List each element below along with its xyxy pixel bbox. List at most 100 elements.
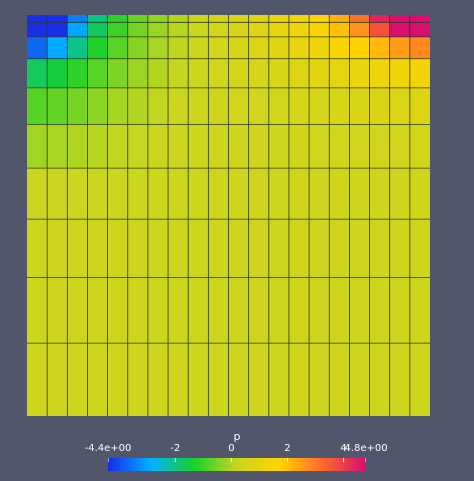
mesh-cell (127, 87, 149, 125)
mesh-cell (67, 343, 88, 416)
colorbar-segment (180, 458, 183, 471)
colorbar-segment (326, 458, 329, 471)
colorbar-segment (304, 458, 307, 471)
colorbar-segment (134, 458, 137, 471)
colorbar-segment (206, 458, 209, 471)
colorbar-segment (210, 458, 213, 471)
mesh-cell (87, 36, 108, 60)
mesh-cell (349, 168, 370, 220)
mesh-cell (87, 168, 108, 220)
mesh-cell (369, 168, 390, 220)
colorbar-segment (262, 458, 265, 471)
mesh-cell (168, 15, 189, 23)
mesh-cell (67, 87, 88, 125)
mesh-cell (147, 58, 169, 89)
mesh-cell (27, 87, 48, 125)
mesh-cell (107, 15, 129, 23)
mesh-cell (67, 219, 88, 278)
mesh-cell (168, 168, 189, 220)
colorbar-segment (248, 458, 251, 471)
mesh-cell (329, 124, 350, 169)
mesh-cell (268, 124, 290, 169)
mesh-cell (409, 124, 430, 169)
mesh-cell (67, 168, 88, 220)
mesh-cell (349, 277, 370, 344)
mesh-cell (27, 343, 48, 416)
mesh-cell (369, 36, 390, 60)
mesh-cell (248, 58, 270, 89)
colorbar-segment (172, 458, 175, 471)
mesh-cell (288, 343, 310, 416)
mesh-cell (369, 58, 390, 89)
colorbar-segment (348, 458, 351, 471)
mesh-cell (349, 58, 370, 89)
mesh-cell (309, 15, 330, 23)
mesh-cell (409, 168, 430, 220)
mesh-cell (27, 58, 48, 89)
colorbar-segment (126, 458, 129, 471)
colorbar-segment (328, 458, 331, 471)
mesh-cell (168, 22, 189, 38)
colorbar-segment (108, 458, 111, 471)
mesh-cell (389, 58, 411, 89)
mesh-cell (127, 124, 149, 169)
colorbar-segment (174, 458, 177, 471)
colorbar-segment (364, 458, 366, 471)
mesh-cell (268, 168, 290, 220)
mesh-cell (107, 124, 129, 169)
colorbar-segment (226, 458, 229, 471)
mesh-cell (208, 22, 229, 38)
mesh-cell (329, 15, 350, 23)
mesh-cell (47, 36, 68, 60)
colorbar-segment (298, 458, 301, 471)
mesh-plot[interactable] (27, 15, 430, 416)
colorbar-segment (338, 458, 341, 471)
colorbar-segment (282, 458, 285, 471)
colorbar-segment (344, 458, 347, 471)
mesh-cell (369, 277, 390, 344)
mesh-cell (389, 87, 411, 125)
colorbar-segment (222, 458, 225, 471)
colorbar-segment (254, 458, 257, 471)
mesh-cell (389, 124, 411, 169)
colorbar-segment (204, 458, 207, 471)
colorbar-segment (310, 458, 313, 471)
mesh-cell (228, 36, 249, 60)
mesh-cell (288, 277, 310, 344)
colorbar-segment (132, 458, 135, 471)
mesh-cell (248, 15, 270, 23)
colorbar-tick-label: 0 (228, 443, 235, 454)
mesh-cell (127, 15, 149, 23)
mesh-cell (268, 219, 290, 278)
colorbar-segment (240, 458, 243, 471)
colorbar-segment (164, 458, 167, 471)
mesh-cell (107, 277, 129, 344)
mesh-cell (248, 219, 270, 278)
mesh-cell (228, 219, 249, 278)
mesh-cell (369, 219, 390, 278)
colorbar-segment (312, 458, 315, 471)
mesh-cell (288, 36, 310, 60)
mesh-cell (248, 124, 270, 169)
colorbar-tick-label: -4.4e+00 (84, 443, 132, 454)
mesh-cell (309, 343, 330, 416)
colorbar-segment (116, 458, 119, 471)
colorbar-segment (220, 458, 223, 471)
mesh-cell (389, 22, 411, 38)
mesh-cell (329, 343, 350, 416)
mesh-cell (27, 36, 48, 60)
colorbar-segment (352, 458, 355, 471)
colorbar-segment (314, 458, 317, 471)
mesh-cell (47, 124, 68, 169)
colorbar-segment (340, 458, 343, 471)
colorbar-segment (276, 458, 279, 471)
mesh-cell (409, 219, 430, 278)
colorbar-segment (274, 458, 277, 471)
colorbar-segment (236, 458, 239, 471)
colorbar-segment (110, 458, 113, 471)
mesh-cell (27, 277, 48, 344)
mesh-cell (188, 277, 209, 344)
mesh-cell (208, 219, 229, 278)
colorbar-segment (188, 458, 191, 471)
